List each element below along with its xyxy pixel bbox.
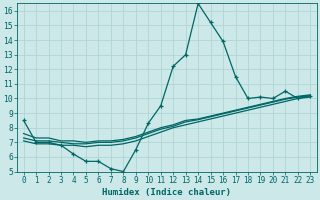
X-axis label: Humidex (Indice chaleur): Humidex (Indice chaleur): [102, 188, 231, 197]
